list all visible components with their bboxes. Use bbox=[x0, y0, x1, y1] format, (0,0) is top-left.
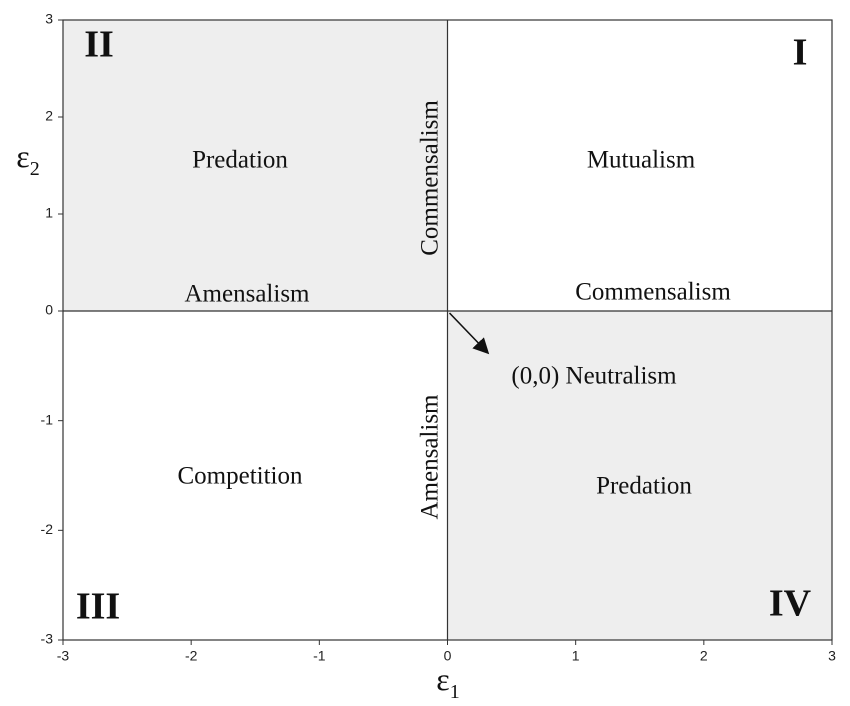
x-tick-label: 1 bbox=[572, 648, 580, 664]
quadrant-label: II bbox=[84, 24, 114, 66]
annotation: Amensalism bbox=[185, 281, 311, 308]
x_label-label: ε1 bbox=[436, 661, 459, 702]
annotation: Amensalism bbox=[417, 394, 444, 520]
annotation: Predation bbox=[596, 473, 692, 500]
annotation: Commensalism bbox=[417, 100, 444, 256]
y_label-label: ε2 bbox=[16, 138, 39, 179]
quadrant-label: I bbox=[793, 32, 808, 74]
x-tick-label: -3 bbox=[57, 648, 70, 664]
x-tick-label: 2 bbox=[700, 648, 708, 664]
y-tick-label: 2 bbox=[45, 108, 53, 124]
annotation: Mutualism bbox=[587, 147, 696, 174]
y-tick-label: 0 bbox=[45, 302, 53, 318]
annotation: (0,0) Neutralism bbox=[511, 363, 677, 390]
x-tick-label: -1 bbox=[313, 648, 326, 664]
x-tick-label: 0 bbox=[444, 648, 452, 664]
neutralism-arrow bbox=[448, 312, 490, 355]
quadrant bbox=[63, 20, 448, 311]
axis-symbol: ε bbox=[16, 138, 29, 174]
axis-subscript: 2 bbox=[30, 158, 40, 180]
quadrant-label: IV bbox=[769, 583, 812, 625]
axis-subscript: 1 bbox=[450, 681, 460, 703]
x-tick-label: -2 bbox=[185, 648, 198, 664]
y-tick-label: -2 bbox=[41, 521, 54, 537]
y-tick-label: 1 bbox=[45, 205, 53, 221]
axis-symbol: ε bbox=[436, 661, 449, 697]
annotation: Commensalism bbox=[575, 279, 731, 306]
y-tick-label: -1 bbox=[41, 411, 54, 427]
quadrant bbox=[447, 311, 832, 640]
annotation: Predation bbox=[192, 147, 288, 174]
quadrant bbox=[63, 311, 448, 640]
x-tick-label: 3 bbox=[828, 648, 836, 664]
quadrant-label: III bbox=[76, 586, 120, 628]
y-tick-label: 3 bbox=[45, 11, 53, 27]
y-tick-label: -3 bbox=[41, 631, 54, 647]
quadrant bbox=[447, 20, 832, 311]
annotation: Competition bbox=[178, 463, 304, 490]
